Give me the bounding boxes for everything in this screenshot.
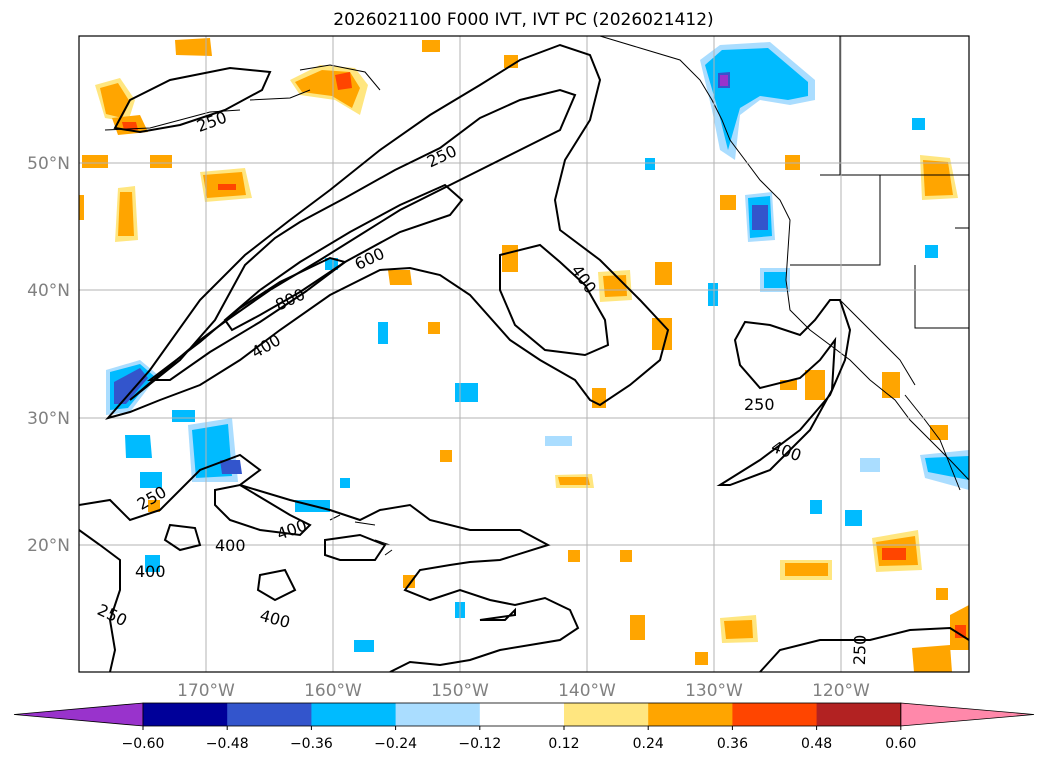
ivt-contours — [79, 43, 969, 672]
lon-tick-labels: 170°W 160°W 150°W 140°W 130°W 120°W — [177, 681, 870, 701]
coastline — [104, 36, 969, 556]
lon-label: 130°W — [685, 681, 743, 701]
colorbar-segment — [816, 703, 902, 726]
contour-label: 400 — [215, 536, 246, 555]
colorbar-segment — [732, 703, 818, 726]
colorbar-tick-label: 0.36 — [717, 736, 748, 752]
colorbar: −0.60 −0.48 −0.36 −0.24 −0.12 0.12 0.24 0.36 0.4… — [13, 702, 1035, 752]
colorbar-segment — [227, 703, 312, 726]
lon-label: 150°W — [431, 681, 489, 701]
lat-label: 40°N — [27, 281, 70, 301]
contour-label: 250 — [744, 395, 775, 414]
colorbar-segment — [648, 703, 733, 726]
colorbar-tick-label: 0.24 — [633, 736, 664, 752]
lon-label: 160°W — [304, 681, 362, 701]
contour-label: 400 — [135, 562, 166, 581]
colorbar-extend-high — [900, 702, 1035, 727]
colorbar-tick-label: 0.60 — [885, 736, 916, 752]
lon-label: 120°W — [812, 681, 870, 701]
positive-anomaly-patches — [79, 38, 969, 672]
colorbar-tick-label: −0.48 — [206, 736, 249, 752]
colorbar-segment — [311, 703, 397, 726]
colorbar-tick-label: −0.36 — [290, 736, 333, 752]
contour-label: 250 — [850, 634, 870, 665]
colorbar-tick-label: 0.48 — [801, 736, 832, 752]
colorbar-segment — [479, 703, 565, 726]
colorbar-tick-label: −0.24 — [374, 736, 417, 752]
lat-label: 20°N — [27, 536, 70, 556]
colorbar-segment — [564, 703, 649, 726]
map-frame — [78, 35, 970, 673]
lat-tick-labels: 50°N 40°N 30°N 20°N — [27, 154, 70, 556]
chart-title: 2026021100 F000 IVT, IVT PC (2026021412) — [333, 10, 714, 30]
lon-label: 140°W — [558, 681, 616, 701]
colorbar-segment — [143, 703, 228, 726]
colorbar-segment — [395, 703, 481, 726]
grid-lines — [79, 36, 969, 672]
colorbar-tick-label: −0.12 — [458, 736, 501, 752]
lat-label: 50°N — [27, 154, 70, 174]
colorbar-frame — [142, 702, 902, 727]
colorbar-tick-label: 0.12 — [548, 736, 579, 752]
lon-label: 170°W — [177, 681, 235, 701]
lat-label: 30°N — [27, 409, 70, 429]
colorbar-tick-label: −0.60 — [122, 736, 165, 752]
colorbar-extend-low — [13, 702, 144, 727]
